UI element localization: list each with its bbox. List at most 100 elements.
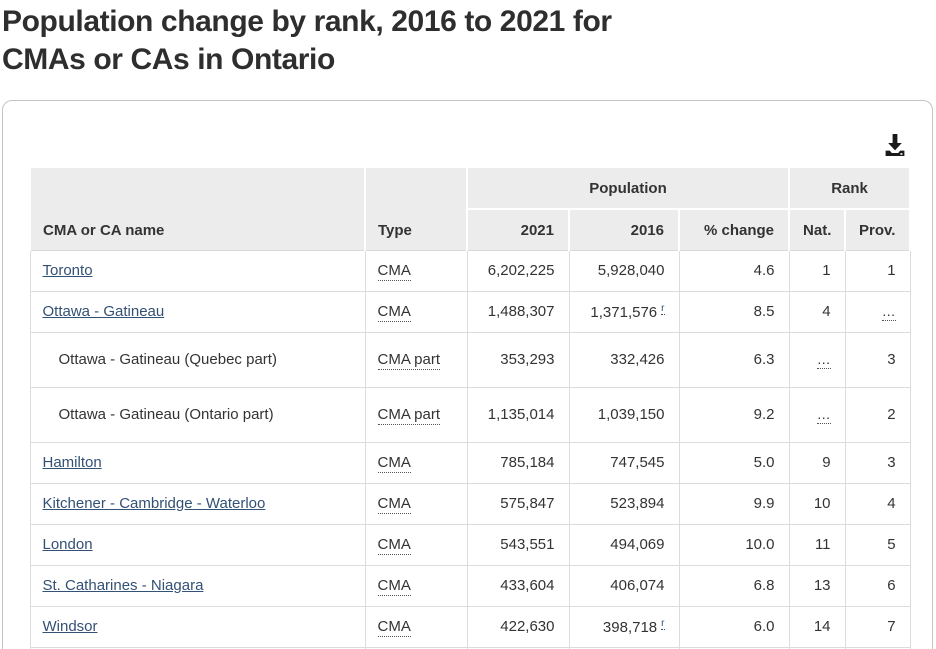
population-2021-cell: 6,202,225 [466, 249, 570, 292]
empty-cell [678, 646, 790, 649]
cma-name-cell: Ottawa - Gatineau (Quebec part) [29, 331, 366, 388]
column-header-2016: 2016 [568, 208, 680, 251]
cma-name-cell: Kitchener - Cambridge - Waterloo [29, 482, 366, 525]
population-2016-value: 5,928,040 [597, 262, 665, 279]
rank-national-cell: 11 [788, 523, 846, 566]
population-2016-value: 332,426 [610, 351, 665, 368]
type-abbreviation: CMA [377, 618, 411, 637]
cma-name-link[interactable]: London [42, 536, 93, 553]
table-row-partial [29, 646, 911, 649]
footnote-r-link[interactable]: r [661, 617, 665, 630]
page-title-line1: Population change by rank, 2016 to 2021 … [2, 5, 612, 38]
population-2021-cell: 1,135,014 [466, 386, 570, 443]
cma-name-link[interactable]: St. Catharines - Niagara [42, 577, 204, 594]
percent-change-cell: 8.5 [678, 290, 790, 333]
cma-name-link[interactable]: Kitchener - Cambridge - Waterloo [42, 495, 266, 512]
population-2021-cell: 575,847 [466, 482, 570, 525]
population-2021-cell: 353,293 [466, 331, 570, 388]
population-2021-cell: 785,184 [466, 441, 570, 484]
population-2016-cell: 5,928,040 [568, 249, 680, 292]
percent-change-cell: 5.0 [678, 441, 790, 484]
rank-national-cell: 14 [788, 605, 846, 648]
type-abbreviation: CMA part [377, 351, 441, 370]
type-cell: CMA [364, 249, 468, 292]
population-2016-cell: 523,894 [568, 482, 680, 525]
type-cell: CMA [364, 564, 468, 607]
table-row: St. Catharines - Niagara CMA 433,604 406… [29, 564, 911, 607]
type-abbreviation: CMA [377, 536, 411, 555]
cma-name-link[interactable]: Ottawa - Gatineau [42, 303, 165, 320]
type-cell: CMA [364, 523, 468, 566]
type-cell: CMA part [364, 386, 468, 443]
rank-provincial-cell: 2 [844, 386, 911, 443]
population-2016-value: 494,069 [610, 536, 665, 553]
column-header-rank-provincial: Prov. [844, 208, 912, 251]
table-toolbar [29, 132, 907, 166]
type-cell: CMA [364, 441, 468, 484]
rank-national-cell: 9 [788, 441, 846, 484]
page-title: Population change by rank, 2016 to 2021 … [2, 3, 936, 79]
population-2016-value: 406,074 [610, 577, 665, 594]
type-abbreviation: CMA part [377, 406, 441, 425]
table-row: Toronto CMA 6,202,225 5,928,040 4.6 1 1 [29, 249, 911, 292]
group-header-population: Population [465, 166, 791, 210]
column-header-cma-name: CMA or CA name [29, 166, 366, 251]
rank-provincial-cell: 1 [844, 249, 911, 292]
rank-national-cell: 4 [788, 290, 846, 333]
column-header-rank-national: Nat. [788, 208, 847, 251]
download-icon [885, 134, 905, 156]
rank-national-cell: ... [788, 386, 846, 443]
percent-change-cell: 6.3 [678, 331, 790, 388]
population-2016-value: 747,545 [610, 454, 665, 471]
page-title-line2: CMAs or CAs in Ontario [2, 43, 335, 76]
type-abbreviation: CMA [377, 577, 411, 596]
rank-provincial-cell: 3 [844, 441, 911, 484]
table-body: Toronto CMA 6,202,225 5,928,040 4.6 1 1 … [29, 249, 911, 649]
not-applicable-symbol: ... [817, 351, 831, 369]
population-2021-cell: 543,551 [466, 523, 570, 566]
percent-change-cell: 9.2 [678, 386, 790, 443]
table-row: Hamilton CMA 785,184 747,545 5.0 9 3 [29, 441, 911, 484]
population-2016-cell: 1,371,576 r [568, 290, 680, 333]
rank-provincial-cell: ... [844, 290, 911, 333]
column-header-type: Type [364, 166, 468, 251]
population-2016-value: 398,718 [602, 618, 658, 636]
table-row: Ottawa - Gatineau CMA 1,488,307 1,371,57… [29, 290, 911, 333]
type-cell: CMA [364, 482, 468, 525]
type-abbreviation: CMA [377, 303, 411, 322]
table-row: Ottawa - Gatineau (Ontario part) CMA par… [29, 386, 911, 443]
cma-name-link[interactable]: Hamilton [42, 454, 102, 471]
rank-provincial-cell: 6 [844, 564, 911, 607]
rank-provincial-cell: 7 [844, 605, 911, 648]
rank-provincial-cell: 5 [844, 523, 911, 566]
population-2016-cell: 332,426 [568, 331, 680, 388]
population-2021-cell: 422,630 [466, 605, 570, 648]
population-2016-value: 1,371,576 [590, 303, 658, 321]
type-abbreviation: CMA [377, 495, 411, 514]
type-abbreviation: CMA [377, 262, 411, 281]
cma-name-link[interactable]: Toronto [42, 262, 93, 279]
type-cell: CMA [364, 605, 468, 648]
type-abbreviation: CMA [377, 454, 411, 473]
cma-name-cell: Ottawa - Gatineau [29, 290, 366, 333]
percent-change-cell: 4.6 [678, 249, 790, 292]
table-row: Windsor CMA 422,630 398,718 r 6.0 14 7 [29, 605, 911, 648]
table-row: Ottawa - Gatineau (Quebec part) CMA part… [29, 331, 911, 388]
rank-national-cell: 13 [788, 564, 846, 607]
table-header: CMA or CA name Type Population Rank 2021… [29, 166, 912, 251]
cma-name-cell: London [29, 523, 366, 566]
download-button[interactable] [883, 132, 907, 158]
percent-change-cell: 6.0 [678, 605, 790, 648]
population-2016-cell: 406,074 [568, 564, 680, 607]
rank-national-cell: 10 [788, 482, 846, 525]
rank-national-cell: 1 [788, 249, 846, 292]
population-2016-cell: 398,718 r [568, 605, 680, 648]
group-header-rank: Rank [788, 166, 912, 210]
footnote-r-link[interactable]: r [661, 302, 665, 315]
column-header-2021: 2021 [466, 208, 570, 251]
cma-name-cell: St. Catharines - Niagara [29, 564, 366, 607]
population-2016-cell: 1,039,150 [568, 386, 680, 443]
table-panel: CMA or CA name Type Population Rank 2021… [2, 100, 933, 649]
cma-name-link[interactable]: Windsor [42, 618, 98, 635]
population-2021-cell: 1,488,307 [466, 290, 570, 333]
